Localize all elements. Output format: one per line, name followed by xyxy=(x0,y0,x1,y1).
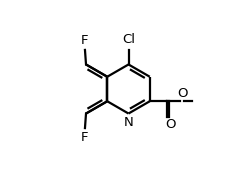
Text: O: O xyxy=(165,118,176,131)
Text: Cl: Cl xyxy=(122,33,135,46)
Text: F: F xyxy=(80,131,88,144)
Text: N: N xyxy=(124,116,134,129)
Text: O: O xyxy=(177,87,188,100)
Text: F: F xyxy=(80,34,88,47)
